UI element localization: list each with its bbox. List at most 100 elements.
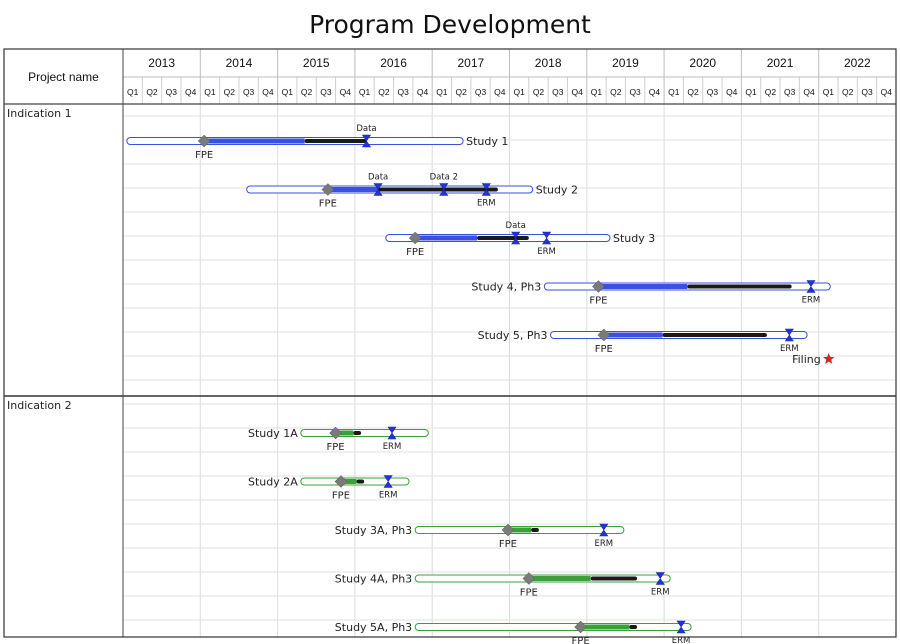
- year-label: 2017: [457, 56, 484, 70]
- quarter-label: Q3: [243, 87, 255, 97]
- study-label: Study 5, Ph3: [478, 329, 548, 342]
- quarter-label: Q3: [552, 87, 564, 97]
- study-progress-bar: [603, 332, 663, 338]
- year-label: 2019: [612, 56, 639, 70]
- quarter-label: Q1: [436, 87, 448, 97]
- fpe-diamond-marker: [408, 231, 422, 245]
- fpe-diamond-marker: [522, 572, 536, 585]
- study-label: Study 1: [466, 135, 508, 148]
- quarter-label: Q2: [842, 87, 854, 97]
- erm-label: ERM: [477, 199, 496, 209]
- quarter-label: Q4: [649, 87, 661, 97]
- quarter-label: Q4: [262, 87, 274, 97]
- data-marker: [439, 183, 449, 196]
- erm-marker: [806, 280, 816, 293]
- erm-label: ERM: [802, 296, 821, 306]
- study-bar-group: Study 1A FPE ERM: [248, 426, 429, 453]
- quarter-label: Q1: [668, 87, 680, 97]
- year-label: 2016: [380, 56, 407, 70]
- year-label: 2021: [767, 56, 794, 70]
- study-remaining-bar: [590, 576, 638, 581]
- study-rows: Indication 1 Study 1 FPE Data Study 2 FPE Data…: [7, 107, 835, 644]
- study-bar-group: Study 3A, Ph3 FPE ERM: [335, 523, 625, 550]
- study-remaining-bar: [353, 431, 362, 435]
- data-label: Data: [356, 124, 376, 134]
- data-marker: [373, 183, 383, 196]
- erm-label: ERM: [780, 344, 799, 354]
- year-label: 2022: [844, 56, 871, 70]
- quarter-label: Q1: [591, 87, 603, 97]
- quarter-label: Q1: [359, 87, 371, 97]
- quarter-label: Q1: [204, 87, 216, 97]
- quarter-label: Q1: [513, 87, 525, 97]
- study-progress-bar: [580, 624, 630, 630]
- group-label: Indication 1: [7, 107, 72, 120]
- study-label: Study 3A, Ph3: [335, 524, 412, 537]
- quarter-label: Q1: [282, 87, 294, 97]
- fpe-label: FPE: [406, 247, 424, 258]
- fpe-diamond-marker: [197, 134, 211, 148]
- erm-marker: [655, 572, 665, 585]
- quarter-label: Q4: [417, 87, 429, 97]
- filing-star-icon: [823, 353, 835, 364]
- quarter-label: Q3: [475, 87, 487, 97]
- fpe-diamond-marker: [321, 183, 335, 196]
- study-remaining-bar: [356, 479, 365, 484]
- quarter-label: Q3: [320, 87, 332, 97]
- quarter-label: Q4: [340, 87, 352, 97]
- study-progress-bar: [415, 235, 478, 241]
- quarter-label: Q1: [823, 87, 835, 97]
- study-label: Study 5A, Ph3: [335, 621, 412, 634]
- quarter-label: Q2: [610, 87, 622, 97]
- filing-label: Filing: [792, 353, 821, 366]
- study-label: Study 3: [613, 232, 655, 245]
- fpe-diamond-marker: [334, 475, 348, 488]
- study-bar-group: Study 4, Ph3 FPE ERM: [471, 280, 831, 307]
- study-label: Study 4, Ph3: [471, 281, 541, 294]
- year-label: 2013: [148, 56, 175, 70]
- study-progress-bar: [340, 479, 357, 484]
- quarter-label: Q2: [378, 87, 390, 97]
- study-label: Study 2A: [248, 476, 298, 489]
- study-progress-bar: [335, 430, 354, 436]
- quarter-label: Q3: [166, 87, 178, 97]
- erm-label: ERM: [383, 442, 402, 452]
- erm-label: ERM: [537, 247, 556, 257]
- data-label: Data: [368, 173, 388, 183]
- quarter-label: Q1: [745, 87, 757, 97]
- quarter-label: Q2: [533, 87, 545, 97]
- fpe-label: FPE: [499, 539, 517, 550]
- quarter-label: Q3: [398, 87, 410, 97]
- study-progress-bar: [327, 187, 379, 192]
- erm-marker: [542, 231, 552, 245]
- fpe-label: FPE: [319, 199, 337, 210]
- quarter-label: Q4: [571, 87, 583, 97]
- erm-label: ERM: [379, 491, 398, 501]
- fpe-diamond-marker: [574, 620, 587, 634]
- study-progress-bar: [598, 284, 688, 289]
- data-marker: [511, 231, 521, 245]
- study-label: Study 1A: [248, 427, 298, 440]
- fpe-diamond-marker: [329, 426, 342, 440]
- study-remaining-bar: [304, 139, 367, 143]
- fpe-label: FPE: [332, 491, 350, 502]
- fpe-label: FPE: [595, 344, 613, 355]
- erm-label: ERM: [594, 539, 613, 549]
- erm-label: ERM: [672, 636, 691, 644]
- data-label: Data: [506, 221, 526, 231]
- erm-marker: [784, 328, 794, 342]
- quarter-label: Q2: [456, 87, 468, 97]
- study-remaining-bar: [378, 187, 498, 192]
- study-remaining-bar: [477, 236, 529, 240]
- quarter-label: Q3: [629, 87, 641, 97]
- row-header-label: Project name: [28, 70, 99, 84]
- timeline-header: Project name 2013 Q1 Q2 Q3 Q4 2014 Q1 Q2 Q3 Q4 2015…: [28, 56, 892, 97]
- study-remaining-bar: [629, 625, 638, 629]
- quarter-label: Q2: [301, 87, 313, 97]
- study-progress-bar: [204, 138, 305, 144]
- study-span-bar: [414, 623, 692, 631]
- year-label: 2018: [535, 56, 562, 70]
- study-span-bar: [300, 429, 429, 437]
